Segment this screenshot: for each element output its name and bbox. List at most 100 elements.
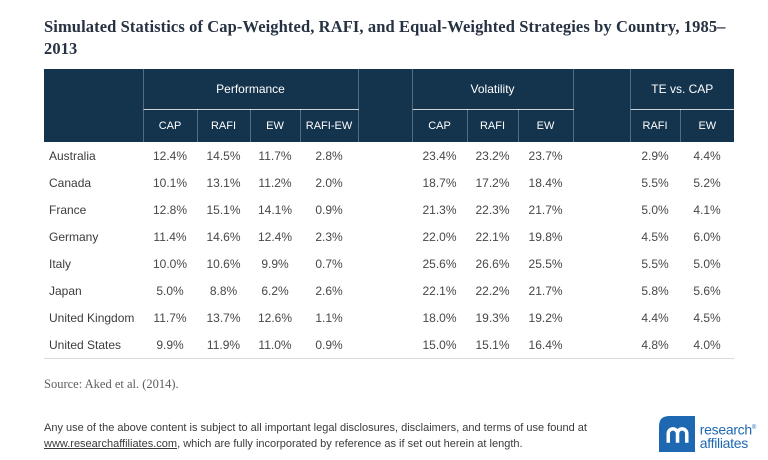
value-cell: 4.4% (641, 310, 669, 325)
col-header-te-ew: EW (679, 109, 735, 142)
table-body: Australia 12.4% 14.5% 11.7% 2.8% 23.4% 23.2% 23… (44, 142, 735, 359)
country-cell: United Kingdom (49, 310, 135, 325)
header-spacer (357, 69, 413, 142)
value-cell: 22.3% (475, 202, 510, 217)
value-cell: 10.1% (152, 175, 188, 190)
table-row: France 12.8% 15.1% 14.1% 0.9% 21.3% 22.3% 21.7%… (44, 196, 734, 223)
value-cell: 22.1% (422, 283, 457, 298)
value-cell: 13.7% (206, 310, 241, 325)
col-header-vol-rafi: RAFI (466, 109, 519, 142)
legal-text: Any use of the above content is subject … (44, 416, 587, 452)
value-cell: 17.2% (475, 175, 510, 190)
country-cell: Australia (49, 148, 96, 163)
col-header-vol-cap: CAP (411, 109, 468, 142)
group-header-volatility: Volatility (412, 69, 574, 110)
spacer-cell (358, 277, 412, 304)
country-cell: Canada (49, 175, 92, 190)
col-header-te-rafi: RAFI (629, 109, 681, 142)
col-header-perf-rafi: RAFI (196, 109, 250, 142)
value-cell: 4.1% (693, 202, 721, 217)
value-cell: 5.0% (693, 256, 721, 271)
table-header: Performance Volatility TE vs. CAP CAP RA… (44, 69, 735, 142)
value-cell: 18.0% (422, 310, 457, 325)
table-row: Canada 10.1% 13.1% 11.2% 2.0% 18.7% 17.2% 18.4%… (44, 169, 734, 196)
spacer-cell (573, 223, 630, 250)
value-cell: 9.9% (143, 331, 197, 359)
country-cell: United States (44, 331, 143, 359)
value-cell: 22.1% (475, 229, 510, 244)
table-row: United Kingdom 11.7% 13.7% 12.6% 1.1% 18.0% 19… (44, 304, 734, 331)
table-row: Italy 10.0% 10.6% 9.9% 0.7% 25.6% 26.6% 25.5% 5.… (44, 250, 734, 277)
value-cell: 22.2% (475, 283, 510, 298)
value-cell: 11.2% (258, 175, 292, 190)
spacer-cell (573, 169, 630, 196)
legal-link[interactable]: www.researchaffiliates.com (44, 437, 178, 450)
source-note: Source: Aked et al. (2014). (44, 377, 179, 391)
table-row: Japan 5.0% 8.8% 6.2% 2.6% 22.1% 22.2% 21.7% 5.8%… (44, 277, 734, 304)
col-header-perf-cap: CAP (142, 109, 197, 142)
value-cell: 2.9% (641, 148, 669, 163)
logo-trademark: ® (751, 425, 756, 432)
value-cell: 13.1% (206, 175, 241, 190)
table-row: Germany 11.4% 14.6% 12.4% 2.3% 22.0% 22.1% 19.8… (44, 223, 734, 250)
value-cell: 11.7% (153, 310, 187, 325)
logo-wordmark: research® affiliates (699, 422, 757, 452)
value-cell: 0.9% (315, 202, 343, 217)
value-cell: 21.7% (528, 202, 563, 217)
value-cell: 2.8% (315, 148, 343, 163)
value-cell: 25.6% (422, 256, 457, 271)
col-header-vol-ew: EW (517, 109, 574, 142)
value-cell: 21.3% (422, 202, 457, 217)
value-cell: 4.5% (693, 310, 721, 325)
value-cell: 23.7% (528, 148, 563, 163)
value-cell: 1.1% (315, 310, 343, 325)
spacer-cell (358, 331, 413, 359)
value-cell: 5.0% (156, 283, 184, 298)
value-cell: 16.4% (518, 331, 574, 359)
value-cell: 23.4% (422, 148, 457, 163)
value-cell: 12.4% (257, 229, 293, 244)
value-cell: 4.8% (630, 331, 681, 359)
country-column-header (44, 69, 144, 142)
value-cell: 23.2% (475, 148, 510, 163)
value-cell: 6.2% (261, 283, 289, 298)
value-cell: 0.9% (300, 331, 359, 359)
value-cell: 14.1% (257, 202, 293, 217)
value-cell: 14.6% (206, 229, 241, 244)
value-cell: 0.7% (315, 256, 343, 271)
value-cell: 10.6% (206, 256, 241, 271)
spacer-cell (573, 331, 631, 359)
table-row: Australia 12.4% 14.5% 11.7% 2.8% 23.4% 23.2% 23… (44, 142, 734, 169)
spacer-cell (358, 250, 412, 277)
value-cell: 4.0% (680, 331, 735, 359)
value-cell: 10.0% (152, 256, 188, 271)
value-cell: 11.4% (153, 229, 187, 244)
value-cell: 5.6% (693, 283, 721, 298)
value-cell: 15.1% (467, 331, 519, 359)
sub-header-row: CAP RAFI EW RAFI-EW CAP RAFI EW RAFI EW (44, 109, 735, 142)
value-cell: 5.5% (641, 175, 669, 190)
value-cell: 11.7% (258, 148, 292, 163)
col-header-perf-ew: EW (249, 109, 300, 142)
value-cell: 12.8% (152, 202, 188, 217)
spacer-cell (358, 304, 412, 331)
value-cell: 5.0% (641, 202, 669, 217)
value-cell: 15.1% (206, 202, 241, 217)
legal-rest: , which are fully incorporated by refere… (177, 437, 523, 450)
legal-line1: Any use of the above content is subject … (44, 422, 587, 434)
spacer-cell (573, 304, 630, 331)
value-cell: 4.5% (641, 229, 669, 244)
spacer-cell (573, 142, 630, 169)
country-cell: France (49, 202, 87, 217)
footer: Any use of the above content is subject … (44, 416, 756, 457)
value-cell: 21.7% (528, 283, 563, 298)
logo-word-affiliates: affiliates (699, 435, 748, 452)
spacer-cell (573, 277, 630, 304)
value-cell: 18.4% (528, 175, 563, 190)
research-affiliates-logo[interactable]: research® affiliates (658, 416, 757, 457)
value-cell: 4.4% (693, 148, 721, 163)
value-cell: 22.0% (422, 229, 457, 244)
group-header-row: Performance Volatility TE vs. CAP (44, 69, 735, 142)
spacer-cell (573, 250, 630, 277)
